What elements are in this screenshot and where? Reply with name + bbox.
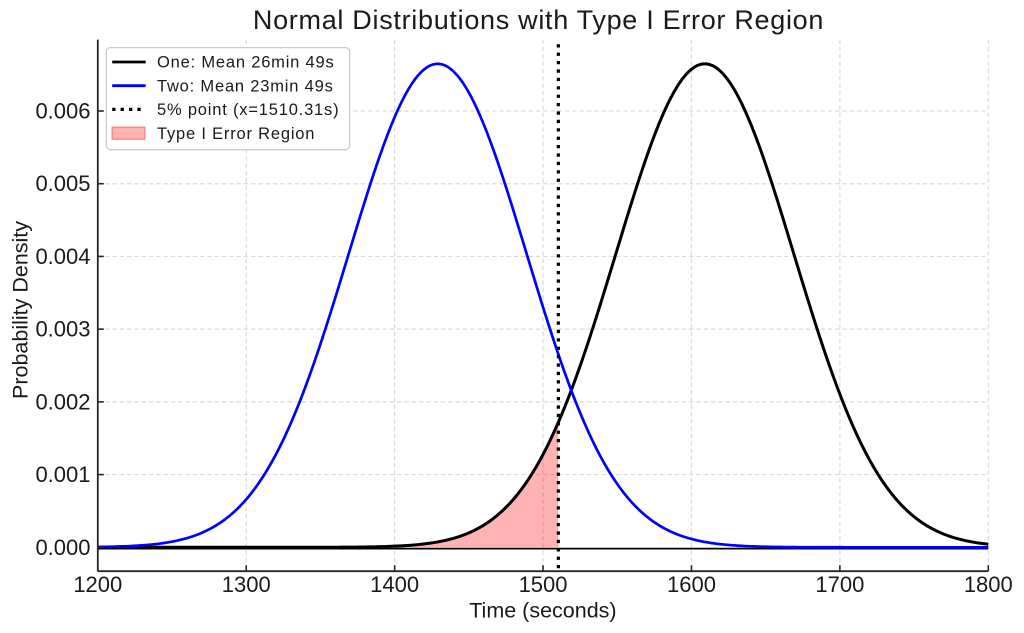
svg-text:1800: 1800: [964, 572, 1013, 597]
svg-text:0.000: 0.000: [35, 535, 90, 560]
svg-text:1600: 1600: [667, 572, 716, 597]
svg-text:Normal Distributions with Type: Normal Distributions with Type I Error R…: [253, 5, 824, 35]
svg-text:0.001: 0.001: [35, 462, 90, 487]
svg-text:0.005: 0.005: [35, 171, 90, 196]
svg-text:0.006: 0.006: [35, 99, 90, 124]
svg-text:1300: 1300: [222, 572, 271, 597]
svg-text:Two: Mean 23min 49s: Two: Mean 23min 49s: [157, 77, 334, 95]
svg-text:0.004: 0.004: [35, 244, 90, 269]
svg-text:1700: 1700: [815, 572, 864, 597]
svg-text:Probability Density: Probability Density: [9, 221, 33, 399]
svg-text:0.002: 0.002: [35, 389, 90, 414]
svg-text:5% point (x=1510.31s): 5% point (x=1510.31s): [157, 101, 339, 119]
svg-text:0.003: 0.003: [35, 317, 90, 342]
svg-text:1200: 1200: [73, 572, 122, 597]
svg-text:1500: 1500: [519, 572, 568, 597]
svg-text:Type I Error Region: Type I Error Region: [157, 125, 315, 143]
svg-text:1400: 1400: [370, 572, 419, 597]
svg-text:Time (seconds): Time (seconds): [469, 599, 616, 623]
svg-text:One: Mean 26min 49s: One: Mean 26min 49s: [157, 54, 335, 72]
